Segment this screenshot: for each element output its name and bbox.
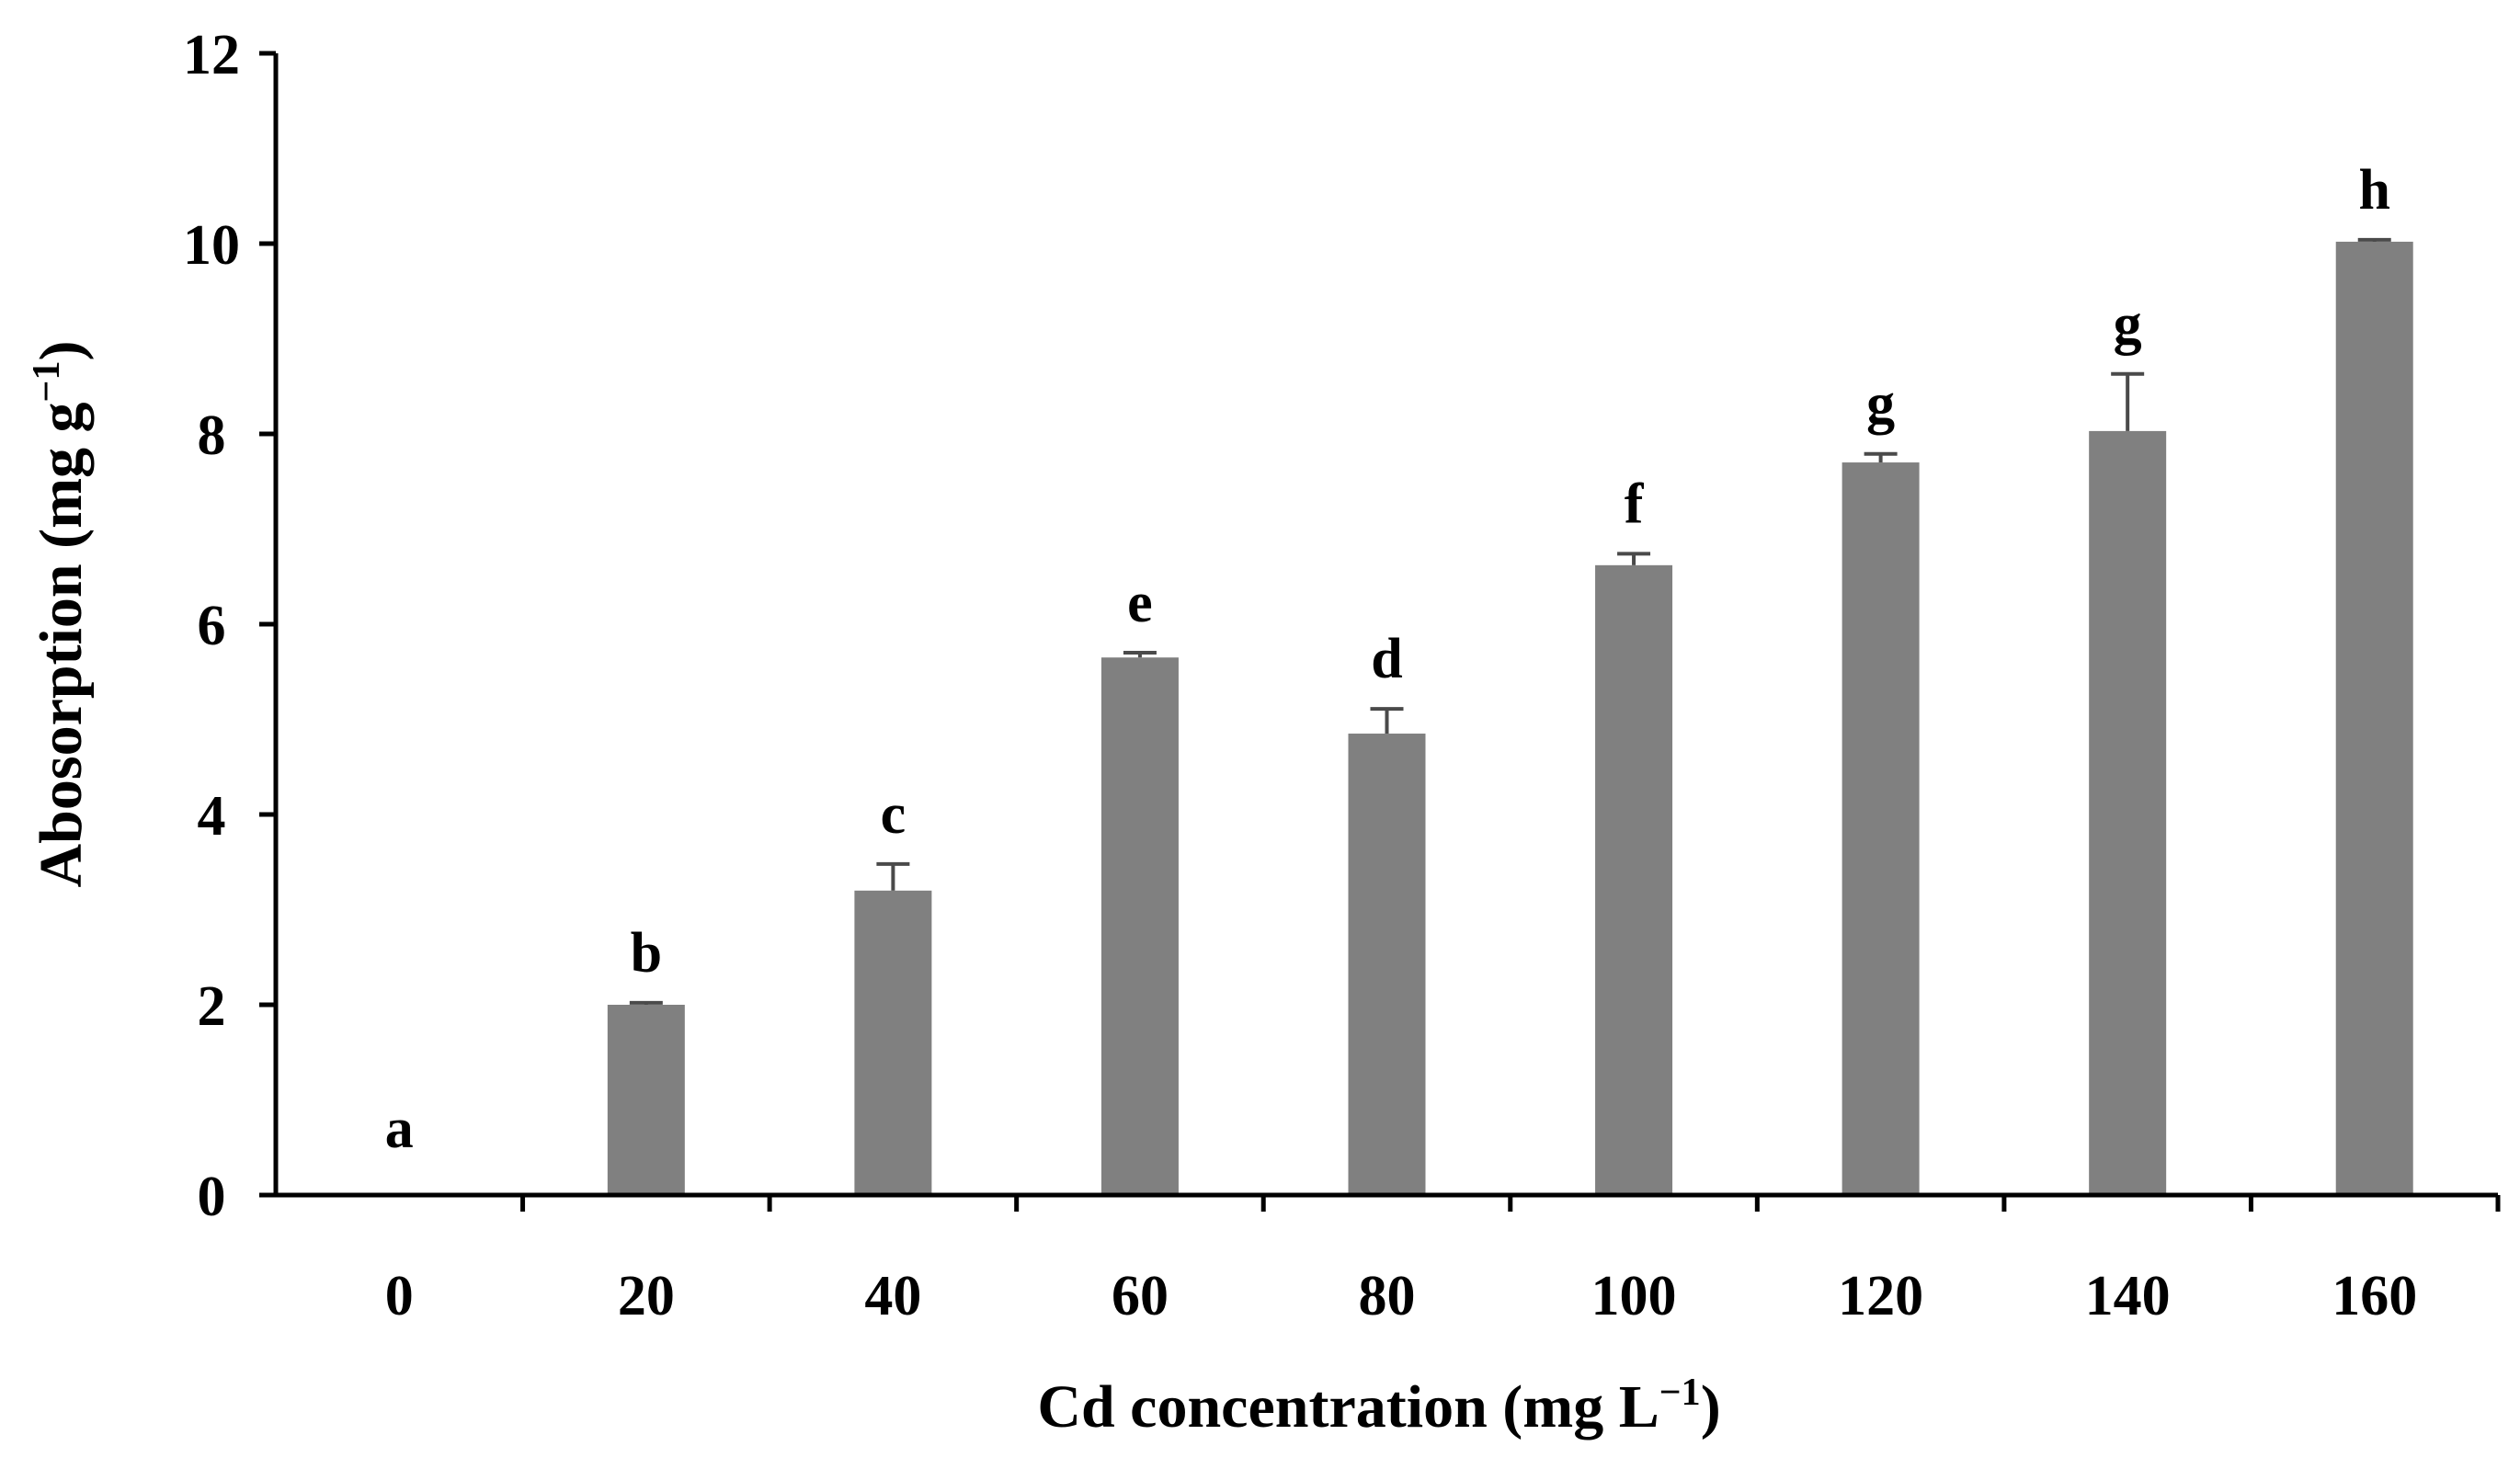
bar — [1595, 564, 1673, 1195]
x-tick-label: 140 — [2085, 1265, 2171, 1327]
y-tick-label: 6 — [198, 595, 226, 657]
bar — [607, 1005, 685, 1195]
y-axis-title: Abosorption (mg g−1) — [26, 341, 95, 888]
bar — [1348, 734, 1426, 1195]
bar — [1100, 657, 1179, 1195]
significance-letter: c — [881, 783, 907, 846]
significance-letter: f — [1625, 473, 1645, 535]
y-tick-label: 2 — [198, 975, 226, 1038]
significance-letter: h — [2358, 159, 2389, 222]
x-tick-label: 100 — [1591, 1265, 1677, 1327]
y-tick-label: 12 — [183, 24, 240, 86]
x-tick-label: 120 — [1838, 1265, 1923, 1327]
x-tick-label: 80 — [1359, 1265, 1416, 1327]
y-tick-label: 0 — [198, 1166, 226, 1228]
x-tick-label: 60 — [1112, 1265, 1169, 1327]
y-tick-label: 8 — [198, 404, 226, 467]
y-tick-label: 10 — [183, 214, 240, 277]
bar — [2089, 430, 2167, 1195]
significance-letter: g — [2114, 293, 2142, 356]
bar — [2335, 241, 2413, 1196]
x-tick-label: 160 — [2332, 1265, 2417, 1327]
x-tick-label: 20 — [618, 1265, 675, 1327]
x-axis-ticks: 0 20 40 60 80 100 120 140 160 — [385, 1195, 2501, 1327]
significance-letter: b — [631, 922, 662, 985]
x-axis-title: Cd concentration (mg L−1) — [1037, 1372, 1720, 1441]
error-bars — [629, 237, 2391, 1005]
bar — [1842, 462, 1920, 1195]
significance-letter: d — [1371, 628, 1402, 690]
significance-letter: g — [1866, 373, 1895, 436]
bar-series — [607, 241, 2413, 1196]
significance-letter: a — [385, 1098, 414, 1160]
x-tick-label: 0 — [385, 1265, 414, 1327]
significance-letter: e — [1127, 572, 1153, 634]
x-tick-label: 40 — [864, 1265, 921, 1327]
bar — [854, 890, 932, 1195]
significance-letters: a b c e d f g g h — [385, 159, 2390, 1160]
y-tick-label: 4 — [198, 785, 226, 848]
y-axis-ticks: 0 2 4 6 8 10 12 — [183, 24, 276, 1228]
